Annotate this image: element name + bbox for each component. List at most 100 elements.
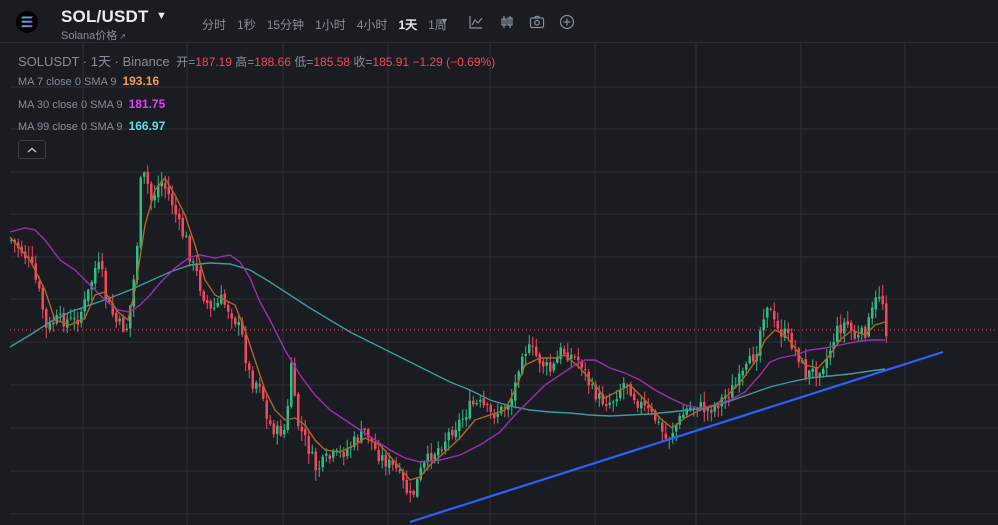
candle-body [594,384,597,400]
high-value: 188.66 [254,55,291,69]
candle-body [808,370,811,378]
candle-body [62,312,65,327]
candle-body [535,346,538,356]
more-intervals-caret-icon[interactable]: ▼ [440,16,449,26]
candle-body [146,171,149,184]
candle-body [384,454,387,467]
candle-body [629,383,632,396]
candle-body [90,281,93,290]
ma7-legend[interactable]: MA 7 close 0 SMA 9 193.16 [18,74,159,88]
candle-body [374,442,377,449]
interval-tab-1w[interactable]: 1周 [428,18,447,32]
candle-body [13,239,16,243]
candle-body [706,408,709,411]
candle-body [150,183,153,201]
candle-body [846,321,849,325]
interval-tab-4h[interactable]: 4小时 [356,18,388,32]
candle-body [542,361,545,367]
candle-body [328,455,331,459]
solana-logo-icon [16,11,38,33]
candle-body [664,433,667,439]
candle-body [843,322,846,334]
candle-body [762,319,765,331]
candle-body [346,448,349,456]
candle-type-icon[interactable] [499,14,515,30]
candle-body [493,413,496,419]
candle-body [258,383,261,387]
candle-body [332,451,335,458]
interval-tab-1s[interactable]: 1秒 [237,18,256,32]
candle-body [850,322,853,331]
ma30-legend[interactable]: MA 30 close 0 SMA 9 181.75 [18,97,165,111]
candle-body [367,429,370,438]
candle-body [388,459,391,468]
candle-body [290,363,293,407]
candle-body [496,413,499,417]
candle-body [556,357,559,363]
ma99-legend[interactable]: MA 99 close 0 SMA 9 166.97 [18,119,165,133]
candle-body [164,182,167,189]
candle-body [230,313,233,319]
candle-body [356,437,359,443]
interval-tab-15m[interactable]: 15分钟 [266,18,305,32]
interval-tabs: 分时 1秒 15分钟 1小时 4小时 1天 1周 [202,16,458,33]
interval-tab-fenshi[interactable]: 分时 [202,18,227,32]
candle-body [269,420,272,425]
candle-body [181,217,184,237]
candle-body [752,354,755,362]
add-icon[interactable] [559,14,575,30]
candle-body [83,299,86,312]
candle-body [125,328,128,331]
candle-body [622,382,625,389]
candle-body [104,270,107,300]
candlestick-chart[interactable] [0,43,998,525]
candle-body [307,436,310,454]
candle-body [563,348,566,355]
candle-body [188,235,191,262]
candle-body [416,479,419,497]
candle-body [860,327,863,335]
candle-body [262,386,265,399]
candle-body [577,356,580,361]
legend-sep: · [114,54,119,69]
candle-body [94,267,97,284]
top-bar: SOL/USDT ▼ Solana价格 ↗ 分时 1秒 15分钟 1小时 4小时 … [0,0,998,43]
candle-body [787,328,790,334]
candle-body [73,318,76,320]
pair-title[interactable]: SOL/USDT [61,7,149,26]
candle-body [97,262,100,270]
candle-body [206,300,209,303]
candle-body [402,471,405,481]
candle-body [867,317,870,337]
screenshot-icon[interactable] [529,14,545,30]
candle-body [272,423,275,435]
candle-body [52,322,55,325]
candle-body [461,418,464,420]
candle-body [591,384,594,386]
change-percent: (−0.69%) [446,55,496,69]
candle-body [503,407,506,409]
interval-tab-1d[interactable]: 1天 [398,18,418,32]
indicator-icon[interactable] [468,14,484,30]
ma99-value: 166.97 [128,119,166,133]
collapse-legend-button[interactable] [18,140,46,159]
pair-dropdown-caret-icon[interactable]: ▼ [156,10,167,22]
candle-body [759,330,762,356]
candle-body [321,456,324,468]
candle-body [741,370,744,376]
external-link-icon: ↗ [119,32,126,41]
candle-body [118,318,121,322]
candle-body [276,425,279,434]
interval-tab-1h[interactable]: 1小时 [315,18,346,32]
candle-body [657,421,660,423]
candle-body [101,260,104,270]
candle-body [514,382,517,401]
candle-body [10,239,13,241]
candle-body [178,213,181,220]
candle-body [381,455,384,461]
close-value: 185.91 [372,55,410,69]
candle-body [293,363,296,396]
legend-sep: · [82,54,88,69]
coin-subtitle-link[interactable]: Solana价格 ↗ [61,27,126,43]
trendline-drawing[interactable] [409,350,944,524]
